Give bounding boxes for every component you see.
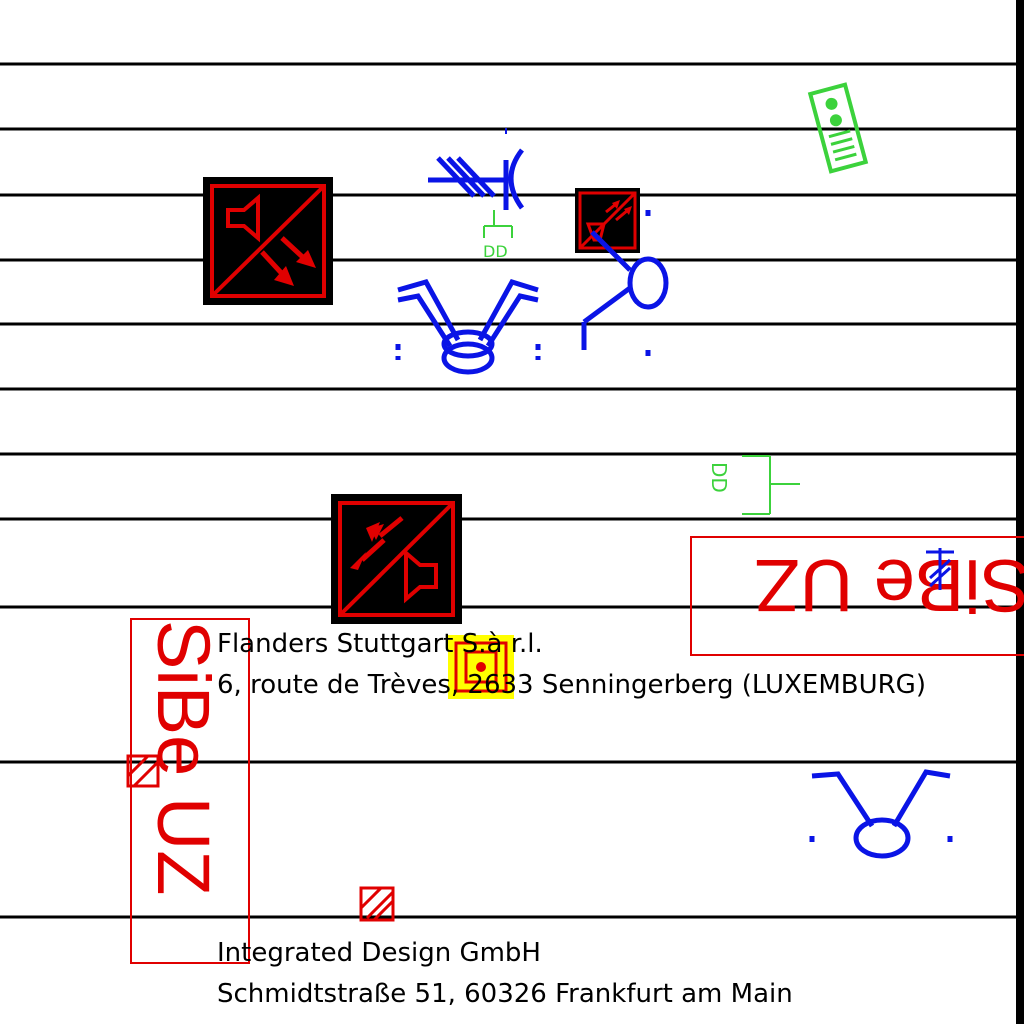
right-border xyxy=(1016,0,1024,1024)
grid-lines xyxy=(0,62,1016,919)
smoke-detector-symbol[interactable] xyxy=(581,210,669,356)
sibe-label-horizontal: SiBe UZ xyxy=(754,544,1024,627)
address-1-company: Flanders Stuttgart S.à r.l. xyxy=(217,629,543,659)
junction-label-mid: DD xyxy=(707,462,731,493)
sibe-box-horizontal xyxy=(690,536,1024,656)
horn-strobe-symbol[interactable] xyxy=(575,188,640,253)
hatched-marker xyxy=(126,754,160,788)
address-2-street: Schmidtstraße 51, 60326 Frankfurt am Mai… xyxy=(217,979,793,1009)
antenna-symbol xyxy=(926,548,954,590)
address-2-company: Integrated Design GmbH xyxy=(217,938,541,968)
tee-symbol[interactable] xyxy=(809,769,953,859)
bell-symbol[interactable] xyxy=(428,128,525,210)
tee-symbol[interactable] xyxy=(395,279,541,375)
sibe-label-vertical: SiBe UZ xyxy=(142,620,225,896)
junction-label-top: DD xyxy=(483,242,508,261)
release-button-symbol[interactable] xyxy=(448,635,514,699)
junction-box-top xyxy=(483,210,513,238)
address-1-street: 6, route de Trèves, 2633 Senningerberg (… xyxy=(217,670,926,700)
horn-strobe-symbol[interactable] xyxy=(203,177,333,305)
junction-box-mid xyxy=(742,455,800,515)
sibe-box-vertical xyxy=(130,618,250,964)
control-panel-symbol[interactable] xyxy=(807,82,869,174)
horn-strobe-symbol[interactable] xyxy=(331,494,462,624)
hatched-marker xyxy=(359,886,395,922)
